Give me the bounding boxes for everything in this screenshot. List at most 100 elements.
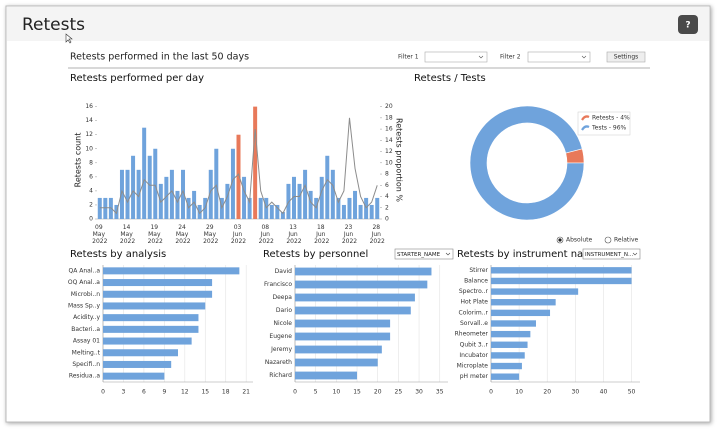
y2-tick-label: 2 bbox=[385, 204, 389, 211]
category-label: OQ Anal..a bbox=[68, 279, 100, 286]
help-button[interactable] bbox=[678, 15, 698, 34]
filter-label: Filter 2 bbox=[500, 54, 521, 61]
bar bbox=[142, 127, 147, 219]
filter-label: Filter 1 bbox=[398, 54, 419, 61]
category-label: Colorim..r bbox=[459, 309, 489, 316]
bar bbox=[491, 373, 520, 380]
bar bbox=[103, 302, 206, 310]
category-label: Nazareth bbox=[265, 359, 292, 366]
category-label: Melting..t bbox=[72, 349, 101, 356]
help-icon[interactable]: ? bbox=[685, 21, 690, 31]
dropdown[interactable] bbox=[582, 248, 641, 260]
bar bbox=[297, 183, 302, 219]
bar bbox=[347, 197, 352, 219]
category-label: Qubit 3..r bbox=[460, 341, 489, 348]
dropdown-value[interactable]: INSTRUMENT_N... bbox=[585, 252, 633, 258]
x-tick-label: 18 bbox=[222, 389, 230, 396]
x-tick-label: 18 Jun 2022 bbox=[314, 224, 329, 245]
bar bbox=[369, 204, 374, 219]
chart-title: Retests by instrument name bbox=[457, 249, 599, 260]
y-tick-label: 4 bbox=[89, 187, 93, 194]
bar bbox=[491, 330, 531, 338]
bar bbox=[197, 204, 202, 219]
bar bbox=[242, 176, 247, 219]
x-tick-label: 09 May 2022 bbox=[92, 224, 107, 245]
bar bbox=[491, 267, 632, 274]
y-tick-label: 12 bbox=[85, 131, 93, 138]
bar bbox=[164, 176, 169, 219]
bar bbox=[214, 148, 219, 219]
x-tick-label: 50 bbox=[628, 389, 636, 396]
bar bbox=[295, 371, 358, 380]
x-tick-label: 40 bbox=[600, 389, 608, 396]
chart-title: Retests by personnel bbox=[263, 249, 368, 260]
page-title: Retests bbox=[22, 15, 85, 35]
bar bbox=[236, 134, 241, 219]
bar bbox=[341, 204, 346, 219]
filter-select[interactable] bbox=[424, 51, 488, 63]
radio-dot bbox=[558, 238, 562, 242]
category-label: David bbox=[275, 268, 293, 275]
radio-label[interactable]: Relative bbox=[614, 237, 639, 244]
category-label: Microplate bbox=[457, 363, 489, 370]
y-tick-label: 10 bbox=[85, 145, 93, 152]
category-label: QA Anal..a bbox=[69, 267, 101, 274]
bar bbox=[491, 277, 632, 285]
x-tick-label: 0 bbox=[293, 389, 297, 396]
x-tick-label: 3 bbox=[122, 389, 126, 396]
category-label: Incubator bbox=[459, 352, 488, 359]
y2-tick-label: 14 bbox=[385, 137, 393, 144]
chevron bbox=[478, 55, 484, 59]
bar bbox=[295, 267, 432, 276]
bar bbox=[247, 197, 252, 219]
x-tick-label: 15 bbox=[353, 389, 361, 396]
bar bbox=[192, 190, 197, 219]
y-tick-label: 6 bbox=[89, 173, 93, 180]
category-label: Dario bbox=[276, 307, 292, 314]
legend-label: Tests - 96% bbox=[591, 125, 627, 132]
bar bbox=[295, 280, 428, 289]
x-tick-label: 15 bbox=[201, 389, 209, 396]
x-tick-label: 19 May 2022 bbox=[148, 224, 163, 245]
bar bbox=[491, 341, 528, 348]
bar bbox=[295, 293, 415, 302]
legend-box bbox=[577, 111, 631, 136]
bar bbox=[230, 148, 235, 219]
radio[interactable] bbox=[604, 236, 612, 244]
proportion-line bbox=[99, 117, 378, 215]
bar bbox=[103, 290, 213, 298]
dropdown[interactable] bbox=[394, 248, 454, 260]
category-label: Acidity..y bbox=[73, 314, 100, 321]
dropdown-value[interactable]: STARTER_NAME bbox=[397, 252, 441, 258]
filter-select[interactable] bbox=[527, 51, 591, 63]
category-label: Mass Sp..y bbox=[68, 302, 100, 309]
chart-title: Retests / Tests bbox=[414, 73, 486, 84]
x-tick-label: 14 May 2022 bbox=[120, 224, 135, 245]
x-tick-label: 28 Jun 2022 bbox=[370, 224, 385, 245]
settings-button[interactable] bbox=[606, 51, 646, 63]
x-tick-label: 29 May 2022 bbox=[203, 224, 218, 245]
bar bbox=[103, 360, 172, 368]
bar bbox=[375, 197, 380, 219]
settings-label[interactable]: Settings bbox=[614, 54, 639, 61]
bar bbox=[280, 211, 285, 219]
x-tick-label: 12 bbox=[181, 389, 189, 396]
category-label: Richard bbox=[269, 372, 292, 379]
bar bbox=[491, 299, 556, 306]
x-tick-label: 35 bbox=[436, 389, 444, 396]
category-label: Bacteri..a bbox=[71, 326, 100, 333]
x-tick-label: 30 bbox=[572, 389, 580, 396]
y2-tick-label: 10 bbox=[385, 159, 393, 166]
x-tick-label: 10 bbox=[515, 389, 523, 396]
y2-tick-label: 0 bbox=[385, 216, 389, 223]
bar bbox=[175, 190, 180, 219]
bar bbox=[295, 345, 382, 354]
bar bbox=[353, 190, 358, 219]
category-label: pH meter bbox=[460, 373, 489, 380]
radio-label[interactable]: Absolute bbox=[566, 237, 593, 244]
x-tick-label: 6 bbox=[142, 389, 146, 396]
bar bbox=[153, 148, 158, 219]
y2-tick-label: 18 bbox=[385, 114, 393, 121]
bar bbox=[258, 197, 263, 219]
